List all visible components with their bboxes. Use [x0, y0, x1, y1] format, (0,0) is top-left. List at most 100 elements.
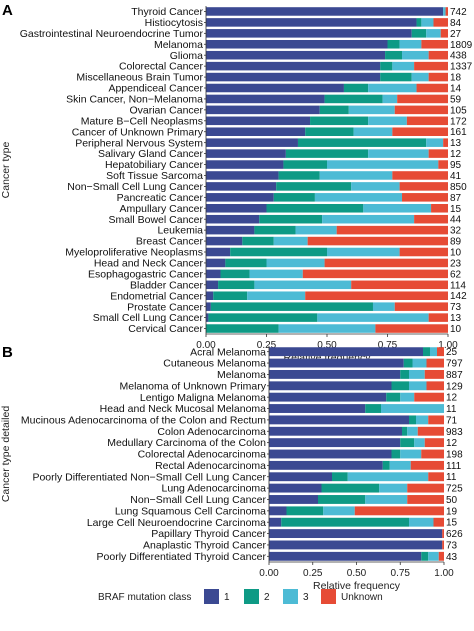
- bar-segment-class-2: [380, 61, 393, 71]
- category-label: Breast Cancer: [136, 236, 204, 248]
- x-tick-label: 0.25: [257, 340, 277, 351]
- category-label: Non−Small Cell Lung Cancer: [130, 494, 266, 506]
- category-label: Papillary Thyroid Cancer: [151, 528, 266, 540]
- bar-segment-class-3: [314, 193, 403, 202]
- count-label: 725: [446, 484, 463, 495]
- bar-segment-class-3: [249, 269, 303, 279]
- bar-segment-class-3: [247, 291, 306, 300]
- category-label: Glioma: [170, 50, 203, 62]
- panel-letter: A: [2, 2, 13, 19]
- category-label: Prostate Cancer: [127, 301, 203, 313]
- bar-segment-class-1: [269, 347, 423, 357]
- bar-segment-unknown: [442, 540, 444, 550]
- count-label: 1337: [450, 62, 473, 73]
- bar-segment-class-3: [400, 392, 415, 402]
- bar-segment-unknown: [407, 495, 444, 504]
- legend-label: 1: [224, 592, 230, 603]
- count-label: 62: [450, 269, 462, 280]
- bar-segment-class-2: [391, 449, 401, 459]
- bar-segment-unknown: [402, 193, 448, 202]
- x-tick-label: 0.00: [259, 568, 279, 579]
- bar-segment-class-1: [269, 472, 332, 482]
- bar-segment-class-2: [285, 149, 369, 158]
- bar-segment-unknown: [438, 551, 444, 561]
- bar-segment-class-1: [206, 72, 381, 82]
- bar-segment-class-2: [254, 225, 296, 235]
- bar-segment-unknown: [442, 529, 444, 539]
- bar-segment-class-2: [305, 127, 354, 136]
- bar-segment-class-3: [348, 105, 395, 115]
- category-label: Skin Cancer, Non−Melanoma: [66, 94, 203, 106]
- count-label: 129: [446, 381, 463, 392]
- bar-segment-class-2: [324, 94, 383, 104]
- category-label: Bladder Cancer: [130, 279, 203, 291]
- category-label: Small Bowel Cancer: [108, 214, 203, 226]
- bar-segment-class-2: [208, 313, 318, 322]
- bar-segment-class-2: [278, 171, 320, 180]
- bar-segment-class-3: [426, 29, 441, 38]
- bar-segment-class-1: [206, 18, 417, 27]
- legend: BRAF mutation class 1 2 3 Unknown: [98, 589, 383, 604]
- bar-segment-unknown: [410, 460, 444, 470]
- category-label: Gastrointestinal Neuroendocrine Tumor: [20, 28, 204, 40]
- y-axis-title: Cancer type: [0, 142, 12, 199]
- count-label: 114: [450, 280, 466, 291]
- bar-segment-unknown: [302, 269, 448, 279]
- bar-segment-unknown: [428, 313, 448, 322]
- bar-segment-unknown: [428, 72, 448, 82]
- bar-segment-unknown: [394, 302, 448, 311]
- category-label: Poorly Differentiated Non−Small Cell Lun…: [32, 471, 266, 483]
- bar-segment-class-2: [365, 404, 381, 413]
- bar-segment-class-1: [206, 50, 386, 60]
- count-label: 89: [450, 237, 462, 248]
- category-label: Histiocytosis: [145, 17, 203, 29]
- bar-segment-class-2: [210, 302, 373, 311]
- category-label: Melanoma of Unknown Primary: [120, 380, 267, 392]
- category-label: Lung Squamous Cell Carcinoma: [115, 505, 266, 517]
- category-label: Mature B−Cell Neoplasms: [81, 115, 203, 127]
- bar-segment-class-3: [317, 313, 429, 322]
- bar-segment-class-1: [269, 381, 392, 391]
- count-label: 11: [446, 472, 457, 483]
- bar-segment-class-1: [206, 94, 325, 104]
- bar-segment-class-1: [206, 182, 277, 191]
- bar-segment-class-3: [426, 138, 444, 147]
- bar-segment-class-1: [269, 438, 401, 448]
- bar-segment-class-3: [409, 369, 425, 379]
- bar-segment-class-1: [269, 540, 443, 550]
- bar-segment-class-3: [347, 472, 429, 482]
- bar-segment-unknown: [428, 149, 448, 158]
- category-label: Thyroid Cancer: [131, 6, 203, 18]
- bar-segment-class-2: [318, 495, 366, 504]
- bar-segment-class-1: [206, 40, 388, 49]
- bar-segment-unknown: [424, 438, 444, 448]
- bar-segment-unknown: [443, 138, 448, 147]
- bar-segment-class-2: [319, 105, 349, 115]
- count-label: 25: [446, 347, 458, 358]
- count-label: 41: [450, 171, 462, 182]
- bar-segment-class-1: [269, 392, 387, 402]
- count-label: 797: [446, 359, 463, 370]
- category-label: Lung Adenocarcinoma: [162, 483, 267, 495]
- bar-segment-class-2: [281, 517, 409, 527]
- bar-segment-class-3: [327, 247, 400, 257]
- category-label: Small Cell Lung Cancer: [93, 312, 204, 324]
- x-tick-label: 0.25: [303, 568, 323, 579]
- category-label: Mucinous Adenocarcinoma of the Colon and…: [21, 414, 266, 426]
- category-label: Acral Melanoma: [190, 346, 266, 358]
- bar-segment-class-1: [206, 29, 412, 38]
- category-label: Colon Adenocarcinoma: [157, 426, 266, 438]
- bar-segment-unknown: [433, 18, 448, 27]
- bar-segment-class-1: [269, 495, 318, 504]
- bar-segment-class-3: [402, 50, 429, 60]
- bar-segment-class-3: [368, 149, 429, 158]
- category-label: Head and Neck Mucosal Melanoma: [100, 403, 266, 415]
- bar-segment-class-2: [416, 18, 422, 27]
- count-label: 73: [450, 302, 462, 313]
- bar-segment-class-3: [411, 72, 429, 82]
- bar-segment-class-2: [409, 415, 416, 425]
- panel-b: B Acral Melanoma 25 Cutaneous Melanoma 797 Me…: [0, 344, 463, 592]
- count-label: 983: [446, 427, 463, 438]
- bar-segment-unknown: [414, 392, 444, 402]
- count-label: 15: [446, 518, 458, 529]
